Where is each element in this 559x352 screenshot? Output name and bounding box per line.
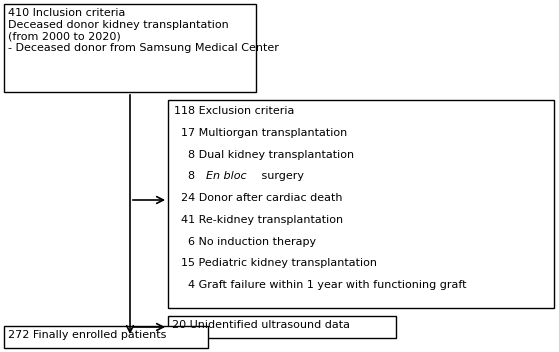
Bar (168, 316, 396, 338)
Bar (4, 326, 208, 348)
Text: 20 Unidentified ultrasound data: 20 Unidentified ultrasound data (172, 320, 350, 330)
Text: 8 Dual kidney transplantation: 8 Dual kidney transplantation (174, 150, 354, 159)
Text: 17 Multiorgan transplantation: 17 Multiorgan transplantation (174, 128, 347, 138)
Text: 410 Inclusion criteria
Deceased donor kidney transplantation
(from 2000 to 2020): 410 Inclusion criteria Deceased donor ki… (8, 8, 279, 53)
Text: 4 Graft failure within 1 year with functioning graft: 4 Graft failure within 1 year with funct… (174, 280, 467, 290)
Text: 8: 8 (174, 171, 198, 181)
Text: 41 Re-kidney transplantation: 41 Re-kidney transplantation (174, 215, 343, 225)
Bar (168, 100, 554, 308)
Bar (4, 4, 256, 92)
Text: 6 No induction therapy: 6 No induction therapy (174, 237, 316, 247)
Text: En bloc: En bloc (206, 171, 247, 181)
Text: surgery: surgery (258, 171, 304, 181)
Text: 15 Pediatric kidney transplantation: 15 Pediatric kidney transplantation (174, 258, 377, 269)
Text: 272 Finally enrolled patients: 272 Finally enrolled patients (8, 330, 167, 340)
Text: 118 Exclusion criteria: 118 Exclusion criteria (174, 106, 295, 116)
Text: 24 Donor after cardiac death: 24 Donor after cardiac death (174, 193, 343, 203)
